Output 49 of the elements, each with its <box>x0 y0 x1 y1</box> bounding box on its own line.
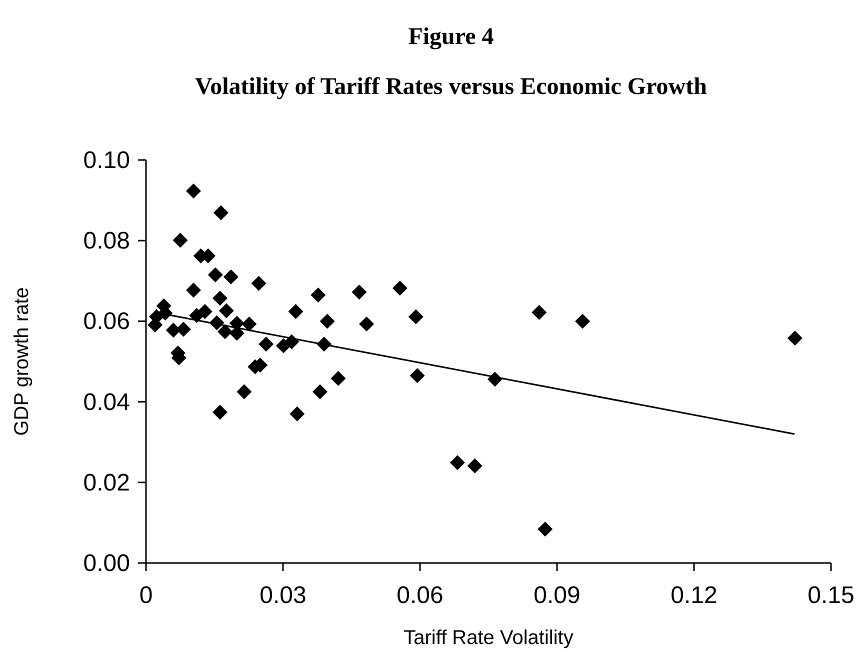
point <box>213 205 228 220</box>
point <box>258 336 274 352</box>
point <box>538 522 553 537</box>
point <box>320 314 335 329</box>
point <box>242 316 257 332</box>
point <box>288 304 304 320</box>
y-tick-label: 0.10 <box>83 147 130 174</box>
y-tick-label: 0.02 <box>83 469 130 496</box>
y-axis-title: GDP growth rate <box>11 287 33 436</box>
point <box>310 288 326 303</box>
point <box>392 280 408 296</box>
point <box>787 330 802 346</box>
point <box>186 184 201 199</box>
y-tick-label: 0.08 <box>83 228 130 255</box>
point <box>212 404 228 420</box>
point <box>312 384 328 400</box>
point <box>330 370 346 386</box>
y-tick-label: 0.04 <box>83 388 130 416</box>
point <box>186 282 201 298</box>
x-tick-label: 0.09 <box>534 582 580 609</box>
point <box>189 308 204 324</box>
point <box>352 284 367 300</box>
point <box>408 309 424 324</box>
y-tick-label: 0.06 <box>83 308 130 336</box>
point <box>218 324 233 340</box>
chart-title: Figure 4 <box>408 24 494 50</box>
point <box>236 384 252 400</box>
x-tick-label: 0.12 <box>670 582 718 609</box>
x-tick-label: 0.15 <box>808 582 854 609</box>
point <box>450 455 465 470</box>
x-tick-label: 0.03 <box>260 582 306 609</box>
point <box>575 314 590 329</box>
point <box>290 406 305 422</box>
point <box>166 322 181 338</box>
point <box>208 267 223 282</box>
point <box>467 458 482 474</box>
y-tick-label: 0.00 <box>83 550 130 577</box>
chart-subtitle: Volatility of Tariff Rates versus Economic Growth <box>195 74 707 100</box>
x-tick-label: 0 <box>139 582 153 609</box>
point <box>223 269 238 284</box>
point <box>212 290 228 306</box>
point <box>359 316 374 332</box>
point <box>172 232 188 248</box>
point <box>251 276 266 291</box>
point <box>410 368 425 384</box>
x-tick-label: 0.06 <box>396 582 444 609</box>
x-axis-title: Tariff Rate Volatility <box>404 627 574 649</box>
point <box>532 304 547 320</box>
point <box>218 303 234 318</box>
